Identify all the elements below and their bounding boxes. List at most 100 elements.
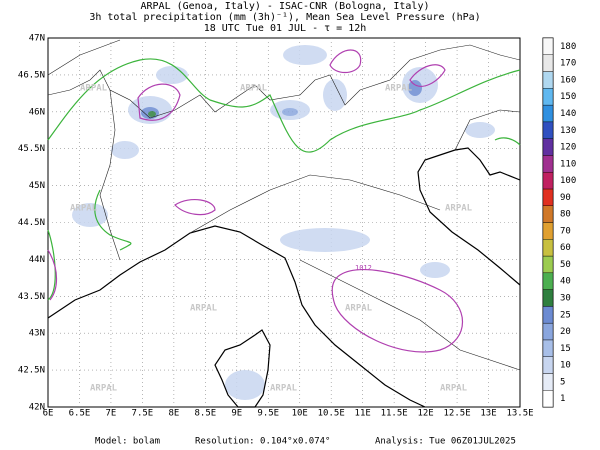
lon-label: 11.5E [381, 409, 408, 419]
lon-label: 6E [43, 409, 54, 419]
colorbar-swatch [542, 356, 554, 374]
colorbar-swatch [542, 390, 554, 408]
colorbar-swatch [542, 37, 554, 55]
colorbar-label: 90 [560, 193, 571, 203]
footer-resolution: Resolution: 0.104°x0.074° [195, 437, 330, 447]
colorbar-label: 150 [560, 92, 576, 102]
lat-label: 47N [29, 34, 45, 44]
colorbar-label: 80 [560, 210, 571, 220]
lon-label: 6.5E [69, 409, 91, 419]
footer-analysis: Analysis: Tue 06Z01JUL2025 [375, 437, 516, 447]
colorbar-swatch [542, 138, 554, 156]
lat-label: 45N [29, 181, 45, 191]
colorbar-swatch [542, 339, 554, 357]
colorbar-swatch [542, 104, 554, 123]
colorbar-label: 50 [560, 260, 571, 270]
header-line: 3h total precipitation (mm (3h)⁻¹), Mean… [89, 12, 480, 23]
colorbar-swatch [542, 121, 554, 139]
colorbar-label: 60 [560, 243, 571, 253]
colorbar-label: 130 [560, 126, 576, 136]
watermark: ARPAL [385, 84, 413, 94]
watermark: ARPAL [440, 384, 468, 394]
lon-label: 10.5E [318, 409, 345, 419]
graticule [48, 38, 520, 407]
colorbar-swatch [542, 71, 554, 89]
colorbar-swatch [542, 289, 554, 307]
border [47, 39, 521, 261]
lon-label: 7E [106, 409, 117, 419]
watermark: ARPAL [70, 204, 98, 214]
isobar [47, 58, 521, 153]
watermark: ARPAL [345, 304, 373, 314]
colorbar: 1510152025304050607080901001101201301401… [542, 37, 576, 408]
colorbar-swatch [542, 322, 554, 341]
colorbar-swatch [542, 373, 554, 391]
lat-label: 43N [29, 329, 45, 339]
coastline [47, 225, 426, 408]
lat-label: 43.5N [18, 292, 45, 302]
lat-label: 45.5N [18, 144, 45, 154]
isobar [137, 49, 446, 216]
colorbar-swatch [542, 54, 554, 72]
colorbar-label: 110 [560, 159, 576, 169]
colorbar-swatch [542, 222, 554, 240]
lon-label: 12E [417, 409, 433, 419]
colorbar-label: 25 [560, 310, 571, 320]
lon-label: 12.5E [444, 409, 471, 419]
colorbar-label: 170 [560, 59, 576, 69]
lon-label: 13.5E [506, 409, 533, 419]
coastline [417, 147, 521, 286]
colorbar-label: 1 [560, 394, 565, 404]
colorbar-label: 70 [560, 226, 571, 236]
footer-model: Model: bolam [95, 437, 160, 447]
colorbar-label: 30 [560, 293, 571, 303]
isobar-label: 1012 [355, 264, 372, 272]
colorbar-swatch [542, 255, 554, 274]
lon-label: 13E [480, 409, 496, 419]
lon-label: 9.5E [257, 409, 279, 419]
lon-label: 9E [231, 409, 242, 419]
lon-label: 7.5E [132, 409, 154, 419]
colorbar-swatch [542, 88, 554, 106]
watermark: ARPAL [270, 384, 298, 394]
watermarks: ARPAL ARPAL ARPAL ARPAL ARPAL ARPAL ARPAL ARPAL… [70, 84, 473, 394]
lat-label: 46N [29, 107, 45, 117]
colorbar-label: 180 [560, 42, 576, 52]
colorbar-label: 15 [560, 344, 571, 354]
lat-label: 46.5N [18, 70, 45, 80]
lat-label: 42N [29, 403, 45, 413]
colorbar-swatch [542, 171, 554, 190]
lon-label: 11E [355, 409, 371, 419]
lat-label: 42.5N [18, 366, 45, 376]
header-line: ARPAL (Genoa, Italy) - ISAC-CNR (Bologna… [141, 1, 430, 12]
watermark: ARPAL [445, 204, 473, 214]
watermark: ARPAL [240, 84, 268, 94]
island [214, 329, 271, 408]
colorbar-label: 160 [560, 75, 576, 85]
lon-label: 10E [292, 409, 308, 419]
lon-label: 8E [168, 409, 179, 419]
colorbar-label: 5 [560, 377, 565, 387]
colorbar-swatch [542, 272, 554, 290]
border [47, 44, 521, 119]
colorbar-swatch [542, 155, 554, 173]
colorbar-label: 120 [560, 143, 576, 153]
colorbar-label: 10 [560, 361, 571, 371]
colorbar-swatch [542, 188, 554, 206]
watermark: ARPAL [80, 84, 108, 94]
colorbar-swatch [542, 306, 554, 324]
colorbar-swatch [542, 205, 554, 223]
colorbar-label: 20 [560, 327, 571, 337]
colorbar-swatch [542, 239, 554, 257]
isobar [47, 249, 463, 353]
header-line: 18 UTC Tue 01 JUL - τ = 12h [204, 23, 367, 34]
lat-label: 44.5N [18, 218, 45, 228]
colorbar-label: 140 [560, 109, 576, 119]
border [189, 174, 521, 371]
watermark: ARPAL [90, 384, 118, 394]
colorbar-label: 100 [560, 176, 576, 186]
lon-label: 8.5E [194, 409, 216, 419]
lat-label: 44N [29, 255, 45, 265]
